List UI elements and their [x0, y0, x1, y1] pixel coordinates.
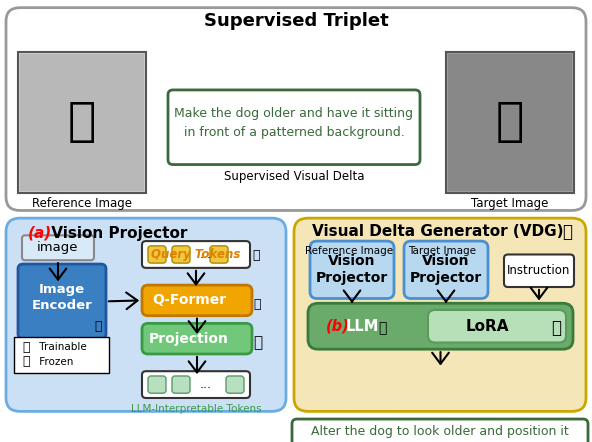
- Text: Trainable: Trainable: [36, 342, 87, 352]
- Text: 🧊: 🧊: [253, 298, 260, 311]
- FancyBboxPatch shape: [172, 246, 190, 263]
- Text: image: image: [37, 241, 79, 254]
- FancyBboxPatch shape: [22, 235, 94, 260]
- Text: Supervised Triplet: Supervised Triplet: [204, 12, 388, 30]
- Text: (b): (b): [326, 319, 350, 334]
- Text: Target Image: Target Image: [408, 246, 476, 255]
- FancyBboxPatch shape: [294, 218, 586, 412]
- Bar: [448, 53, 572, 191]
- Text: ...: ...: [200, 378, 212, 391]
- Text: Make the dog older and have it sitting
in front of a patterned background.: Make the dog older and have it sitting i…: [175, 107, 413, 139]
- FancyBboxPatch shape: [210, 246, 228, 263]
- FancyBboxPatch shape: [148, 246, 166, 263]
- Text: Alter the dog to look older and position it
sitting against a background with pa: Alter the dog to look older and position…: [305, 425, 575, 442]
- Text: Frozen: Frozen: [36, 357, 73, 366]
- FancyBboxPatch shape: [310, 241, 394, 298]
- Text: Q-Former: Q-Former: [152, 293, 226, 307]
- FancyBboxPatch shape: [292, 419, 588, 442]
- FancyBboxPatch shape: [148, 376, 166, 393]
- Text: 🧊: 🧊: [378, 321, 387, 335]
- FancyBboxPatch shape: [168, 90, 420, 164]
- Text: Reference Image: Reference Image: [305, 246, 393, 255]
- Text: Vision
Projector: Vision Projector: [316, 254, 388, 286]
- Bar: [446, 52, 574, 193]
- Text: 🧊: 🧊: [252, 249, 259, 262]
- Bar: [20, 53, 144, 191]
- Bar: [18, 52, 146, 193]
- Text: 🔥: 🔥: [551, 319, 561, 337]
- FancyBboxPatch shape: [18, 264, 106, 339]
- FancyBboxPatch shape: [404, 241, 488, 298]
- Text: Instruction: Instruction: [507, 264, 571, 277]
- Text: LoRA: LoRA: [465, 319, 509, 334]
- Text: Vision Projector: Vision Projector: [46, 226, 188, 241]
- Bar: [14, 337, 109, 373]
- FancyBboxPatch shape: [172, 376, 190, 393]
- Text: LLM-Interpretable Tokens: LLM-Interpretable Tokens: [131, 404, 261, 415]
- Text: 🔥: 🔥: [22, 341, 30, 354]
- Text: 🔥: 🔥: [253, 335, 262, 350]
- FancyBboxPatch shape: [504, 255, 574, 287]
- Text: Vision
Projector: Vision Projector: [410, 254, 482, 286]
- FancyBboxPatch shape: [6, 218, 286, 412]
- Text: Projection: Projection: [149, 332, 229, 346]
- Text: Image
Encoder: Image Encoder: [31, 283, 92, 312]
- Text: ...: ...: [200, 248, 212, 261]
- Text: Visual Delta Generator (VDG): Visual Delta Generator (VDG): [312, 224, 564, 239]
- Text: 🧊: 🧊: [22, 355, 30, 368]
- FancyBboxPatch shape: [308, 303, 573, 349]
- FancyBboxPatch shape: [428, 310, 566, 343]
- FancyBboxPatch shape: [142, 285, 252, 316]
- FancyBboxPatch shape: [142, 324, 252, 354]
- FancyBboxPatch shape: [226, 376, 244, 393]
- Text: Reference Image: Reference Image: [32, 197, 132, 210]
- Text: 🐕: 🐕: [68, 100, 96, 145]
- Text: 🤖: 🤖: [562, 222, 572, 240]
- Text: 🧊: 🧊: [95, 320, 102, 333]
- FancyBboxPatch shape: [6, 8, 586, 210]
- Text: (a): (a): [28, 226, 52, 241]
- Text: Target Image: Target Image: [471, 197, 549, 210]
- FancyBboxPatch shape: [142, 241, 250, 268]
- Text: LLM: LLM: [346, 319, 379, 334]
- FancyBboxPatch shape: [142, 371, 250, 398]
- Text: Supervised Visual Delta: Supervised Visual Delta: [224, 171, 364, 183]
- Text: 🐕: 🐕: [496, 100, 524, 145]
- Text: Query Tokens: Query Tokens: [152, 248, 241, 261]
